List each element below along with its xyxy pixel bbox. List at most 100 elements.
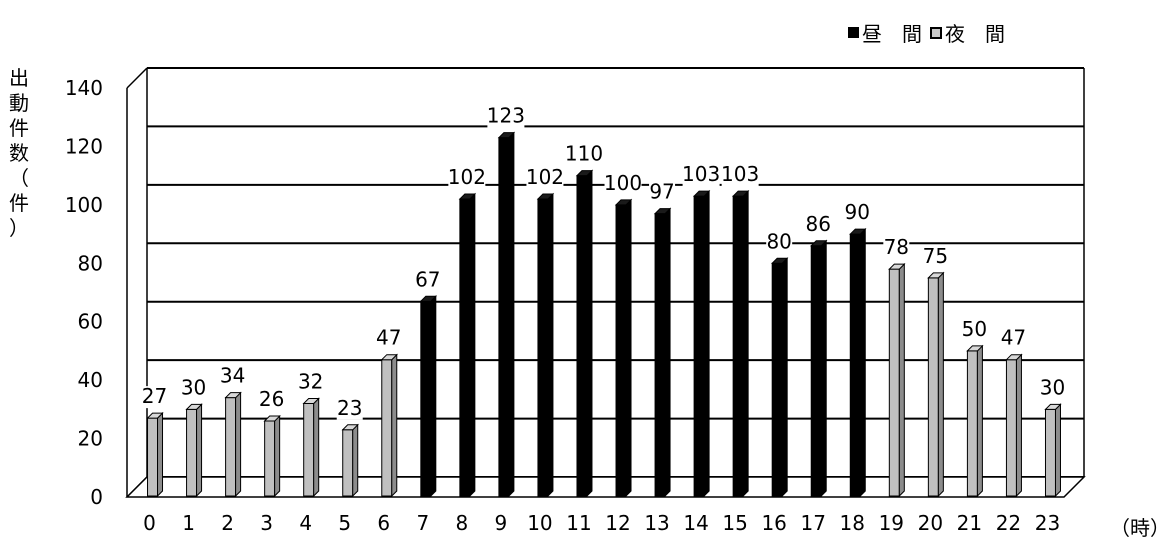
legend-label-day: 昼 間 [862, 22, 922, 46]
data-label: 100 [604, 171, 642, 195]
y-tick-label: 40 [78, 368, 103, 392]
bar-day-front [810, 245, 822, 497]
y-axis-label-char: 動 [9, 91, 29, 115]
bar-day-side [625, 198, 632, 498]
x-tick-label: 12 [605, 511, 630, 535]
data-label-bg [448, 167, 486, 190]
bar-day-top [692, 190, 711, 197]
bar-night-top [146, 412, 164, 419]
data-label-bg [258, 389, 285, 412]
x-tick-label: 2 [221, 511, 234, 535]
data-label: 86 [806, 212, 831, 236]
bar-day-side [508, 131, 515, 498]
data-label: 23 [337, 396, 362, 420]
data-label: 102 [448, 165, 486, 189]
bar-night-side [157, 411, 164, 498]
bar-day-front [732, 195, 744, 497]
y-tick-label: 0 [90, 485, 103, 509]
data-label-bg [1000, 327, 1027, 350]
y-axis-label: 出動件数（件） [6, 66, 32, 241]
y-axis-label-char: 件 [9, 116, 29, 140]
data-label-bg [883, 237, 910, 260]
bar-night-front [927, 277, 939, 497]
bar-day-side [586, 169, 593, 498]
y-tick-label: 20 [78, 427, 103, 451]
side-wall-top [126, 67, 148, 89]
y-axis-label-char: （ [9, 166, 29, 190]
x-tick-label: 5 [338, 511, 351, 535]
bar-night-top [1005, 354, 1023, 361]
bar-day-top [458, 193, 477, 200]
data-label: 90 [845, 200, 870, 224]
bar-night-top [341, 424, 359, 431]
data-label-bg [604, 172, 642, 195]
data-label: 110 [565, 142, 603, 166]
bar-night-front [264, 420, 276, 497]
data-label-bg [844, 202, 871, 225]
bar-night-side [352, 423, 359, 498]
bar-day-front [654, 213, 666, 497]
bar-day-side [430, 295, 437, 498]
bar-day-side [703, 189, 710, 498]
bar-night-side [196, 403, 203, 498]
data-label-bg [1039, 377, 1066, 400]
data-label-bg [805, 213, 832, 236]
x-tick-label: 15 [722, 511, 747, 535]
x-tick-label: 13 [644, 511, 669, 535]
x-tick-label: 6 [377, 511, 390, 535]
bar-day-side [469, 192, 476, 498]
bar-night-front [225, 397, 237, 497]
bar-day-front [849, 233, 861, 497]
bar-day-top [810, 240, 828, 247]
data-label-bg [721, 164, 759, 187]
data-label: 78 [884, 235, 909, 259]
bar-day-side [781, 257, 788, 498]
data-label: 103 [721, 162, 759, 186]
data-label: 97 [649, 180, 674, 204]
data-label: 123 [487, 104, 525, 128]
data-label: 67 [415, 267, 440, 291]
bar-night-front [342, 429, 354, 497]
x-tick-label: 22 [996, 511, 1021, 535]
chart-legend: 昼 間 夜 間 [848, 18, 1013, 47]
data-label-bg [487, 105, 525, 128]
x-tick-label: 18 [840, 511, 865, 535]
x-tick-label: 10 [527, 511, 552, 535]
x-tick-label: 11 [566, 511, 591, 535]
data-label: 30 [181, 375, 206, 399]
bar-day-front [693, 195, 705, 497]
data-label: 47 [376, 326, 401, 350]
bar-day-front [576, 175, 588, 497]
y-tick-label: 100 [65, 193, 103, 217]
data-label-bg [526, 167, 564, 190]
y-axis-label-char: 出 [9, 66, 29, 90]
data-label-bg [682, 164, 720, 187]
data-label: 26 [259, 387, 284, 411]
bar-day-top [497, 132, 516, 139]
data-label: 80 [766, 229, 791, 253]
bar-night-side [898, 262, 905, 498]
data-label-bg [649, 181, 676, 204]
x-tick-label: 23 [1035, 511, 1060, 535]
bar-night-front [1005, 359, 1017, 497]
legend-label-night: 夜 間 [945, 22, 1005, 46]
bar-day-top [653, 208, 672, 215]
y-axis-label-char: 数 [9, 141, 29, 165]
legend-swatch-day [848, 27, 859, 38]
bar-night-top [966, 345, 984, 352]
bar-night-side [274, 414, 281, 498]
bar-night-front [147, 417, 159, 497]
data-label: 102 [526, 165, 564, 189]
data-label-bg [414, 269, 441, 292]
bar-night-front [966, 350, 978, 497]
bar-day-top [770, 257, 789, 264]
bar-day-front [420, 300, 432, 497]
data-label-bg [141, 386, 168, 409]
bar-night-top [224, 392, 242, 399]
bar-night-side [235, 391, 242, 498]
bar-night-top [302, 398, 320, 405]
chart-floor [125, 476, 1086, 498]
bar-night-side [313, 397, 320, 498]
bar-night-side [391, 353, 398, 498]
